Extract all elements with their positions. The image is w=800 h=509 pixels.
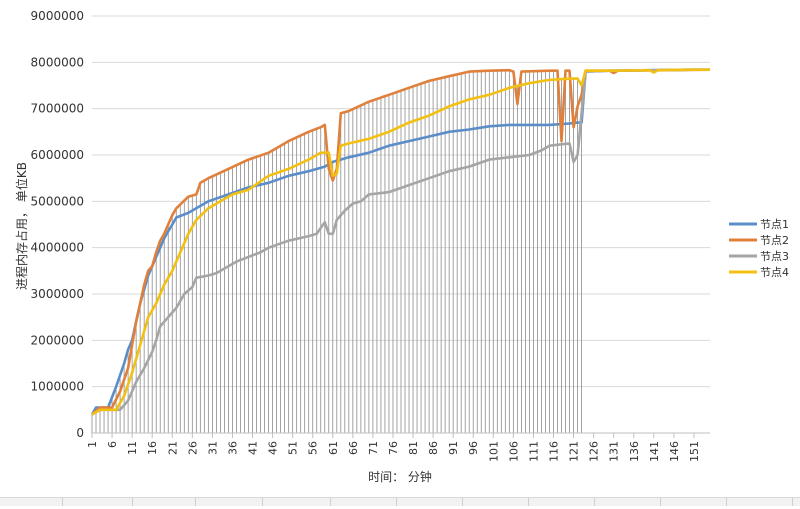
x-tick-label: 61 [327,441,340,455]
x-tick-label: 16 [146,441,159,455]
sheet-footer-strip [0,497,800,506]
x-tick-label: 141 [648,441,661,462]
x-tick-label: 41 [247,441,260,455]
footer-divider [195,498,196,506]
x-tick-label: 131 [608,441,621,462]
y-tick-label: 0 [76,426,84,440]
x-tick-label: 11 [126,441,139,455]
drop-lines [91,70,582,433]
x-tick-label: 151 [688,441,701,462]
legend-label: 节点4 [760,266,789,279]
y-tick-label: 8000000 [31,55,84,69]
x-tick-label: 1 [86,441,99,448]
x-axis-title: 时间： 分钟 [368,469,432,484]
y-tick-label: 9000000 [31,9,84,23]
y-tick-label: 4000000 [31,241,84,255]
x-tick-label: 31 [206,441,219,455]
x-tick-label: 6 [106,441,119,448]
footer-divider [330,498,331,506]
x-tick-label: 21 [166,441,179,455]
footer-divider [726,498,727,506]
x-tick-label: 121 [568,441,581,462]
x-tick-label: 81 [407,441,420,455]
series-line-2 [91,68,711,416]
y-axis: 0 1000000 2000000 3000000 4000000 5000000 6000… [31,9,84,440]
y-tick-label: 2000000 [31,333,84,347]
y-tick-label: 6000000 [31,148,84,162]
y-tick-label: 3000000 [31,287,84,301]
series-lines [90,68,711,416]
footer-divider [396,498,397,506]
x-tick-label: 66 [347,441,360,455]
footer-divider [462,498,463,506]
x-tick-label: 76 [387,441,400,455]
y-axis-title: 进程内存占用， 单位KB [14,162,29,290]
footer-divider [132,498,133,506]
footer-divider [792,498,793,506]
series-line-4 [91,68,710,416]
footer-divider [262,498,263,506]
footer-divider [594,498,595,506]
x-tick-label: 71 [367,441,380,455]
y-tick-label: 1000000 [31,380,84,394]
x-tick-label: 86 [427,441,440,455]
x-tick-label: 91 [447,441,460,455]
legend-label: 节点3 [760,250,789,263]
legend-label: 节点2 [760,234,789,247]
legend-label: 节点1 [760,218,789,231]
x-tick-label: 136 [628,441,641,462]
footer-divider [62,498,63,506]
series-line-3 [91,68,710,416]
x-tick-label: 96 [467,441,480,455]
x-tick-label: 46 [267,441,280,455]
legend: 节点1 节点2 节点3 节点4 [729,218,789,279]
x-tick-label: 116 [547,441,560,462]
x-tick-label: 56 [307,441,320,455]
x-tick-label: 106 [507,441,520,462]
y-tick-label: 5000000 [31,194,84,208]
x-axis: 1 6 11 16 21 26 31 36 41 46 51 56 61 66 71 76 81 86 91 96 10… [86,432,710,462]
y-tick-label: 7000000 [31,102,84,116]
x-tick-label: 36 [226,441,239,455]
x-tick-label: 146 [668,441,681,462]
footer-divider [528,498,529,506]
x-tick-label: 126 [588,441,601,462]
x-tick-label: 111 [527,441,540,462]
x-tick-label: 101 [487,441,500,462]
x-tick-label: 26 [186,441,199,455]
x-tick-label: 51 [287,441,300,455]
footer-divider [660,498,661,506]
